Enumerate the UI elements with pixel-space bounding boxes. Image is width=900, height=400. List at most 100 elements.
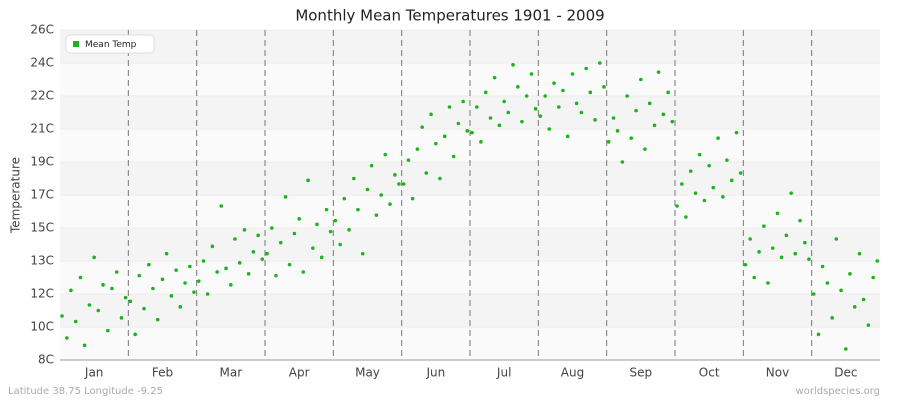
data-point <box>811 292 816 296</box>
data-point <box>552 81 556 85</box>
data-point <box>543 94 547 98</box>
data-point <box>101 283 105 287</box>
y-tick-label: 12C <box>30 287 54 301</box>
data-point <box>511 63 515 67</box>
data-point <box>169 294 174 298</box>
data-point <box>342 196 347 201</box>
data-point <box>456 121 461 126</box>
data-point <box>848 272 852 276</box>
data-point <box>598 61 602 65</box>
y-tick-label: 13C <box>30 254 54 268</box>
data-point <box>844 347 848 351</box>
data-point <box>164 251 169 256</box>
data-point <box>588 90 593 95</box>
x-tick-label: Jun <box>425 366 445 380</box>
data-point <box>857 251 862 256</box>
data-point <box>465 129 470 133</box>
data-point <box>666 90 670 95</box>
data-point <box>748 237 752 241</box>
y-tick-label: 15C <box>30 221 54 235</box>
data-point <box>762 224 766 228</box>
data-point <box>830 316 834 320</box>
data-point <box>287 262 292 267</box>
data-point <box>707 163 711 168</box>
x-tick-label: Nov <box>766 366 789 380</box>
y-tick-label: 17C <box>30 188 54 202</box>
data-point <box>424 171 429 175</box>
data-point <box>798 218 802 223</box>
data-point <box>106 328 110 333</box>
data-point <box>639 77 643 82</box>
data-point <box>311 246 315 250</box>
chart-title: Monthly Mean Temperatures 1901 - 2009 <box>295 7 604 25</box>
data-point <box>65 336 69 340</box>
data-point <box>620 160 625 164</box>
data-point <box>383 152 388 157</box>
data-point <box>533 107 538 111</box>
data-point <box>775 211 780 216</box>
data-point <box>393 173 397 177</box>
data-point <box>151 286 155 291</box>
x-tick-label: May <box>355 366 380 380</box>
data-point <box>779 255 784 260</box>
data-point <box>210 244 215 249</box>
data-point <box>265 251 269 256</box>
data-point <box>442 134 447 139</box>
data-point <box>328 229 333 234</box>
data-point <box>142 306 146 311</box>
legend: Mean Temp <box>65 34 155 54</box>
legend-label: Mean Temp <box>85 40 137 50</box>
data-point <box>557 105 561 109</box>
data-point <box>324 207 329 212</box>
data-point <box>479 140 483 144</box>
data-point <box>278 240 283 245</box>
data-point <box>374 213 379 217</box>
y-tick-label: 24C <box>30 56 54 70</box>
data-point <box>306 178 310 183</box>
data-point <box>579 110 584 115</box>
data-point <box>693 191 698 195</box>
data-point <box>839 288 843 293</box>
data-point <box>96 308 101 313</box>
data-point <box>561 88 565 93</box>
data-point <box>574 101 579 106</box>
data-point <box>661 112 666 117</box>
data-point <box>283 195 288 199</box>
data-point <box>229 283 233 287</box>
data-point <box>123 295 128 300</box>
data-point <box>629 136 634 140</box>
y-tick-label: 26C <box>30 23 54 37</box>
data-point <box>388 202 392 206</box>
data-point <box>625 94 629 98</box>
data-point <box>475 105 479 109</box>
data-point <box>397 182 401 186</box>
data-point <box>565 134 570 139</box>
data-point <box>406 158 411 162</box>
data-point <box>347 228 351 232</box>
data-point <box>260 257 265 261</box>
data-point <box>615 129 620 133</box>
data-point <box>60 314 64 318</box>
data-point <box>611 116 616 120</box>
data-point <box>721 195 725 199</box>
y-tick-label: 19C <box>30 155 54 169</box>
data-point <box>205 292 210 296</box>
data-point <box>270 226 274 230</box>
data-point <box>634 108 638 113</box>
data-point <box>789 191 793 195</box>
x-tick-label: Jul <box>496 366 511 380</box>
data-point <box>529 72 534 76</box>
data-point <box>570 72 575 76</box>
y-axis-label: Temperature <box>9 157 23 234</box>
data-point <box>114 270 119 274</box>
data-point <box>729 178 734 183</box>
data-point <box>69 288 73 293</box>
data-point <box>502 99 506 104</box>
data-point <box>684 215 688 219</box>
x-tick-label: Feb <box>152 366 173 380</box>
data-point <box>451 154 456 159</box>
y-tick-label: 21C <box>30 122 54 136</box>
data-point <box>516 85 520 89</box>
data-point <box>315 222 319 227</box>
data-point <box>834 237 839 241</box>
